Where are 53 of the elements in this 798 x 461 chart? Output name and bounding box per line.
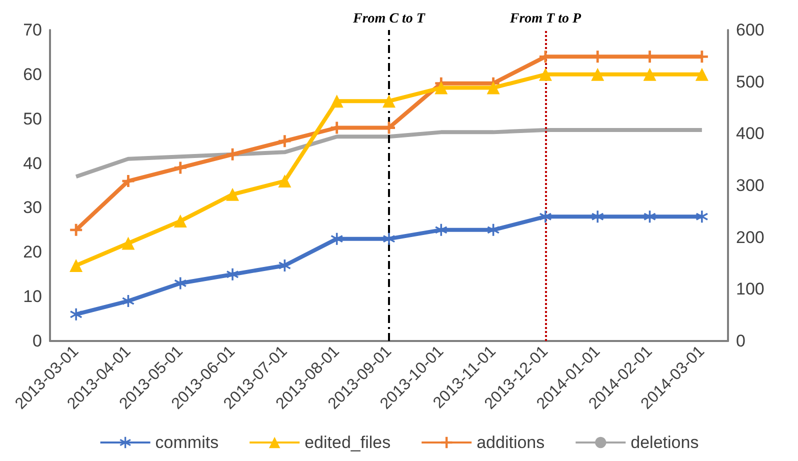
y-tick-label: 70 (23, 20, 42, 40)
point (382, 94, 396, 108)
point (435, 224, 448, 236)
point (486, 81, 500, 94)
y2-tick-label: 600 (736, 20, 764, 40)
point (383, 232, 395, 245)
point (174, 162, 186, 174)
point (226, 188, 240, 201)
legend-label: additions (476, 433, 545, 452)
y2-tick-label: 100 (736, 280, 764, 299)
y2-tick-label: 300 (736, 176, 764, 195)
legend-label: commits (155, 433, 219, 452)
point (174, 214, 187, 228)
y-tick-label: 30 (23, 198, 42, 218)
point (70, 224, 82, 236)
point (539, 210, 552, 223)
y-tick-label: 50 (23, 109, 42, 128)
point (278, 174, 292, 188)
point (695, 68, 708, 81)
point (330, 232, 343, 245)
point (122, 175, 134, 188)
point (696, 210, 708, 223)
ref-line-label: From T to P (508, 12, 582, 26)
point (122, 295, 134, 308)
y2-tick-label: 200 (736, 228, 764, 247)
point (330, 94, 344, 108)
ref-line-label: From C to T (352, 12, 426, 26)
point (487, 224, 500, 236)
y2-tick-label: 0 (736, 332, 746, 350)
y-tick-label: 10 (23, 287, 42, 306)
y-tick-label: 60 (23, 64, 42, 84)
point (538, 68, 552, 81)
point (122, 236, 135, 250)
point (174, 277, 186, 290)
legend-label: deletions (630, 433, 699, 452)
legend-label: edited_files (304, 433, 391, 452)
line-series (74, 128, 704, 179)
point (226, 268, 239, 280)
point (278, 259, 291, 272)
y-tick-label: 20 (23, 242, 42, 262)
point (644, 210, 656, 223)
y2-tick-label: 500 (736, 72, 764, 92)
point (592, 210, 604, 223)
point (278, 135, 291, 148)
point (643, 68, 656, 81)
point (591, 68, 604, 81)
y2-tick-label: 400 (736, 124, 764, 144)
point (434, 81, 448, 94)
y-tick-label: 40 (23, 154, 42, 173)
point (70, 258, 83, 272)
y-tick-label: 0 (32, 332, 42, 350)
point (70, 308, 82, 320)
point (226, 148, 239, 160)
